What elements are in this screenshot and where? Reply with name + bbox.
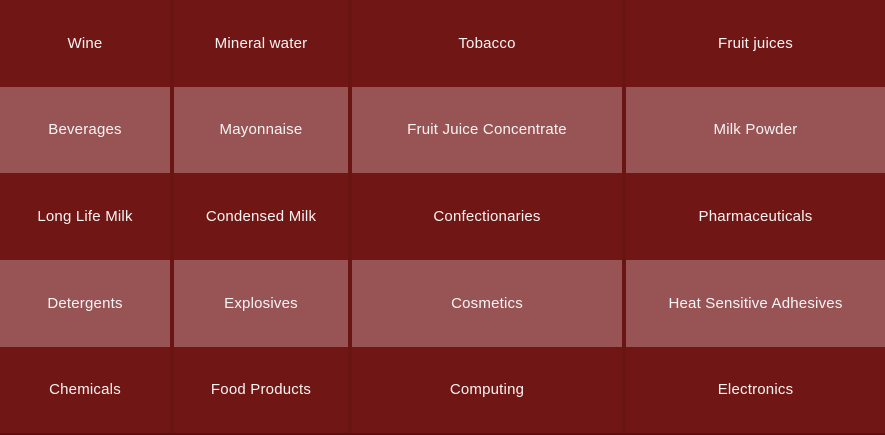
category-cell: Confectionaries: [352, 173, 622, 260]
category-cell: Fruit Juice Concentrate: [352, 87, 622, 173]
category-cell: Electronics: [626, 347, 885, 433]
category-cell: Cosmetics: [352, 260, 622, 347]
category-label: Fruit juices: [718, 34, 793, 52]
category-cell: Detergents: [0, 260, 170, 347]
category-label: Pharmaceuticals: [698, 207, 813, 225]
category-cell: Pharmaceuticals: [626, 173, 885, 260]
category-cell: Milk Powder: [626, 87, 885, 173]
category-label: Condensed Milk: [205, 207, 317, 225]
category-label: Chemicals: [49, 381, 121, 399]
category-cell: Explosives: [174, 260, 348, 347]
category-label: Long Life Milk: [37, 207, 133, 225]
category-cell: Long Life Milk: [0, 173, 170, 260]
category-cell: Computing: [352, 347, 622, 433]
category-label: Mineral water: [214, 34, 308, 52]
category-label: Wine: [67, 34, 103, 52]
category-label: Food Products: [210, 381, 312, 399]
category-label: Explosives: [224, 294, 298, 312]
category-label: Mayonnaise: [219, 121, 303, 139]
category-label: Fruit Juice Concentrate: [407, 121, 567, 139]
category-label: Milk Powder: [713, 121, 798, 139]
category-label: Tobacco: [458, 34, 516, 52]
category-cell: Mayonnaise: [174, 87, 348, 173]
category-cell: Condensed Milk: [174, 173, 348, 260]
category-cell: Heat Sensitive Adhesives: [626, 260, 885, 347]
category-cell: Mineral water: [174, 0, 348, 87]
category-label: Electronics: [717, 381, 794, 399]
category-label: Beverages: [48, 121, 122, 139]
category-label: Cosmetics: [451, 294, 523, 312]
category-cell: Tobacco: [352, 0, 622, 87]
category-cell: Wine: [0, 0, 170, 87]
category-cell: Food Products: [174, 347, 348, 433]
category-label: Confectionaries: [433, 207, 541, 225]
category-cell: Fruit juices: [626, 0, 885, 87]
category-cell: Beverages: [0, 87, 170, 173]
category-label: Heat Sensitive Adhesives: [668, 294, 843, 312]
category-label: Computing: [449, 381, 525, 399]
category-label: Detergents: [47, 294, 123, 312]
category-cell: Chemicals: [0, 347, 170, 433]
